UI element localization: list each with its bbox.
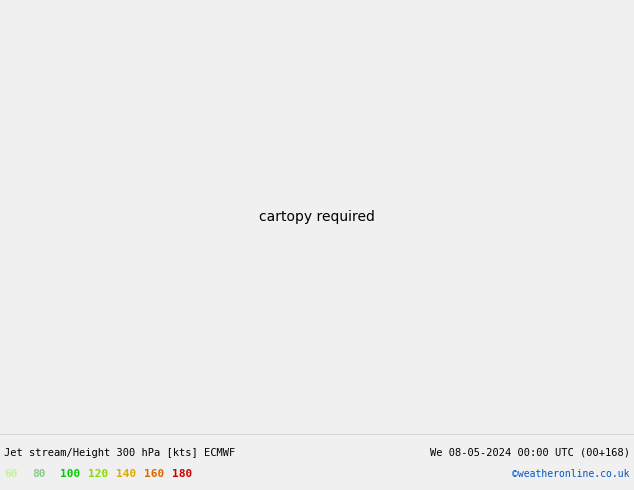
Text: 100: 100 xyxy=(60,469,81,479)
Text: 60: 60 xyxy=(4,469,18,479)
Text: ©weatheronline.co.uk: ©weatheronline.co.uk xyxy=(512,469,630,479)
Text: Jet stream/Height 300 hPa [kts] ECMWF: Jet stream/Height 300 hPa [kts] ECMWF xyxy=(4,448,235,458)
Text: 120: 120 xyxy=(88,469,108,479)
Text: 160: 160 xyxy=(144,469,164,479)
Text: 140: 140 xyxy=(116,469,136,479)
Text: We 08-05-2024 00:00 UTC (00+168): We 08-05-2024 00:00 UTC (00+168) xyxy=(430,448,630,458)
Text: 80: 80 xyxy=(32,469,46,479)
Text: cartopy required: cartopy required xyxy=(259,210,375,224)
Text: 180: 180 xyxy=(172,469,192,479)
